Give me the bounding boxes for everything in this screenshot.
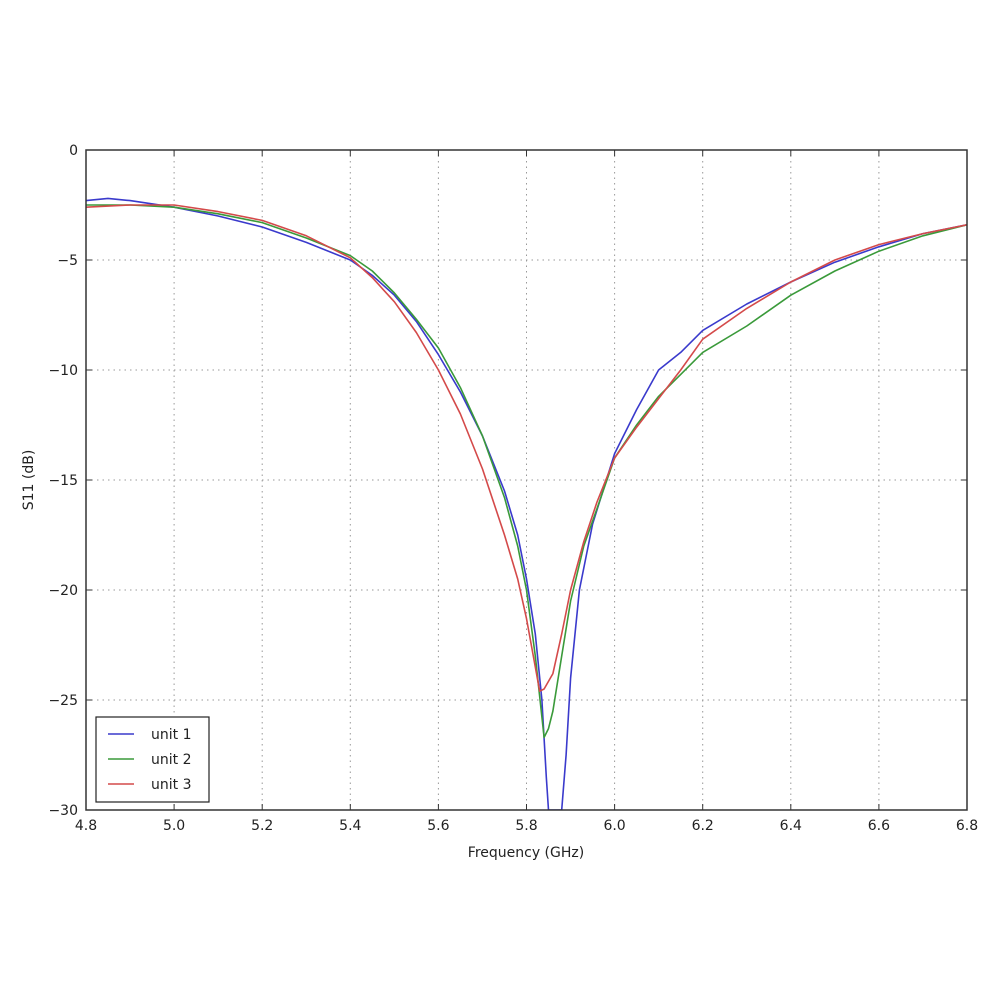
data-series: [86, 197, 967, 810]
x-tick-label: 6.2: [692, 818, 714, 834]
x-tick-label: 5.4: [339, 818, 361, 834]
series-line-unit-1: [86, 197, 967, 810]
x-axis-label: Frequency (GHz): [468, 845, 584, 861]
x-tick-label: 5.6: [427, 818, 449, 834]
y-tick-label: −5: [57, 253, 78, 269]
series-line-unit-3: [86, 204, 967, 693]
y-axis-label: S11 (dB): [21, 450, 37, 511]
legend-label: unit 2: [151, 752, 191, 768]
legend-label: unit 3: [151, 777, 191, 793]
x-axis-tick-labels: 4.8 5.0 5.2 5.4 5.6 5.8 6.0 6.2 6.4 6.6 6.8: [75, 818, 978, 834]
x-tick-label: 6.4: [780, 818, 802, 834]
y-tick-label: −10: [48, 363, 78, 379]
legend-label: unit 1: [151, 727, 191, 743]
x-tick-label: 4.8: [75, 818, 97, 834]
y-tick-label: −25: [48, 693, 78, 709]
x-tick-label: 6.0: [603, 818, 625, 834]
y-tick-label: −15: [48, 473, 78, 489]
y-tick-label: −30: [48, 803, 78, 819]
y-tick-label: −20: [48, 583, 78, 599]
x-tick-label: 5.2: [251, 818, 273, 834]
y-axis-tick-labels: 0 −5 −10 −15 −20 −25 −30: [48, 143, 78, 819]
x-tick-label: 6.6: [868, 818, 890, 834]
x-tick-label: 6.8: [956, 818, 978, 834]
axis-ticks: [85, 149, 968, 811]
y-tick-label: 0: [69, 143, 78, 159]
legend: unit 1 unit 2 unit 3: [95, 716, 210, 803]
x-tick-label: 5.8: [515, 818, 537, 834]
x-tick-label: 5.0: [163, 818, 185, 834]
